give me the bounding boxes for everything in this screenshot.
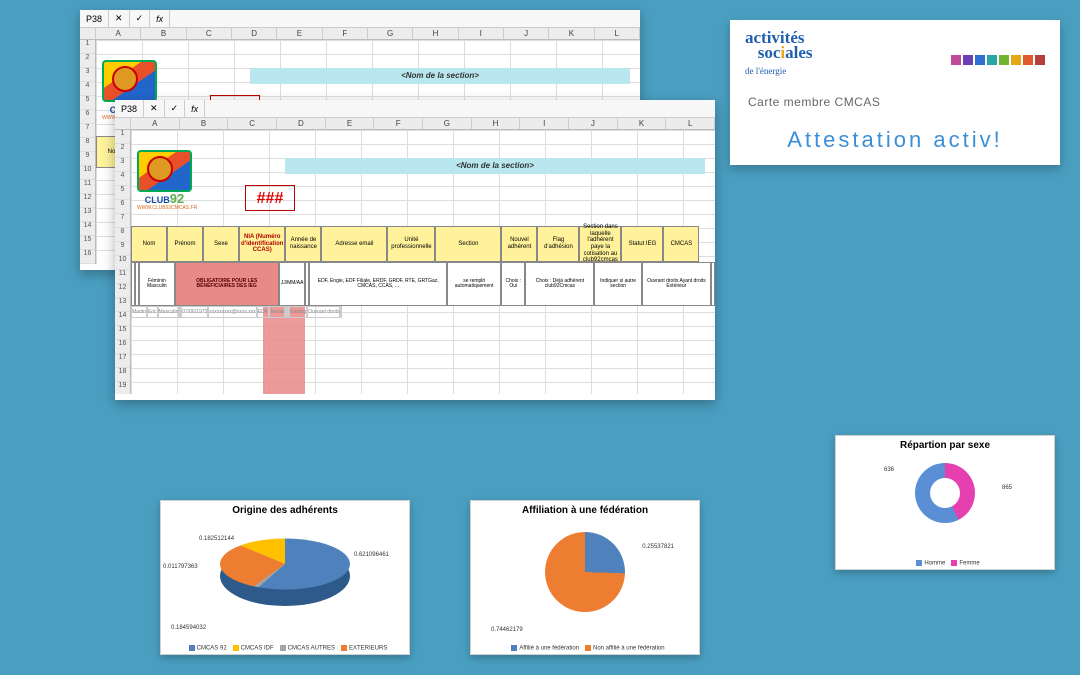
formula-bar[interactable]: P38 ✕ ✓ fx xyxy=(115,100,715,118)
section-title-banner: <Nom de la section> xyxy=(250,68,630,84)
club92-logo: CLUB92 WWW.CLUB92CMCAS.FR xyxy=(137,150,192,205)
table-cell: Ouvrant droits xyxy=(307,306,340,318)
table-subheaders: Féminin MasculinOBLIGATOIRE POUR LES BÉN… xyxy=(131,262,715,306)
table-header-cell: CMCAS xyxy=(663,226,699,262)
cancel-icon[interactable]: ✕ xyxy=(109,10,130,27)
confirm-icon[interactable]: ✓ xyxy=(130,10,151,27)
table-cell: Martin xyxy=(131,306,147,318)
table-header-cell: Adresse email xyxy=(321,226,387,262)
table-subheader-cell: OBLIGATOIRE POUR LES BÉNÉFICIAIRES DES I… xyxy=(175,262,279,306)
chart-legend: HommeFemme xyxy=(836,560,1054,567)
spreadsheet-window-front: P38 ✕ ✓ fx ABCDEFGHIJKL 1234567891011121… xyxy=(115,100,715,400)
color-squares-icon xyxy=(951,55,1045,65)
chart-legend: CMCAS 92CMCAS IDFCMCAS AUTRESEXTERIEURS xyxy=(161,645,409,652)
hash-placeholder: ### xyxy=(245,185,295,211)
table-subheader-cell: se remplit automatiquement xyxy=(447,262,501,306)
table-subheader-cell: Choix : Oui xyxy=(501,262,525,306)
card-title: Attestation activ! xyxy=(730,127,1060,153)
table-header-cell: NIA (Numéro d'identification CCAS) xyxy=(239,226,285,262)
chart-legend: Affilié à une fédérationNon affilié à un… xyxy=(471,645,699,652)
row-numbers[interactable]: 12345678910111213141516171819202122 xyxy=(115,130,131,394)
row-numbers[interactable]: 12345678910111213141516171819202122 xyxy=(80,40,96,264)
column-letters[interactable]: ABCDEFGHIJKL xyxy=(115,118,715,130)
chart-origine-adherents: Origine des adhérents 0.621096461 0.1825… xyxy=(160,500,410,655)
cancel-icon[interactable]: ✕ xyxy=(144,100,165,117)
column-letters[interactable]: ABCDEFGHIJKL xyxy=(80,28,640,40)
table-cell: EDF xyxy=(257,306,269,318)
table-header-cell: Année de naissance xyxy=(285,226,321,262)
table-header-cell: Sexe xyxy=(203,226,239,262)
cell-ref-box[interactable]: P38 xyxy=(115,100,144,117)
table-header-cell: Nouvel adhérent xyxy=(501,226,537,262)
chart-repartition-sexe: Répartion par sexe 636 865 HommeFemme xyxy=(835,435,1055,570)
table-subheader-cell: Féminin Masculin xyxy=(139,262,175,306)
chart-affiliation-federation: Affiliation à une fédération 0.25537821 … xyxy=(470,500,700,655)
card-subtitle: Carte membre CMCAS xyxy=(748,95,880,109)
table-header-cell: Nom xyxy=(131,226,167,262)
table-subheader-cell: Choix : Déjà adhérent club92Cmcas xyxy=(525,262,594,306)
sample-data-row: MartinEricMasculin07/06/1973xxxxxxxxx@xx… xyxy=(131,306,715,318)
table-subheader-cell: Ouvrant droits Ayant droits Extérieur xyxy=(642,262,711,306)
table-header-cell: Unité professionnelle xyxy=(387,226,435,262)
table-cell: Karting xyxy=(289,306,307,318)
table-cell: Masculin xyxy=(158,306,180,318)
table-header-cell: Flag d'adhésion xyxy=(537,226,579,262)
table-header-cell: Section xyxy=(435,226,501,262)
table-cell xyxy=(340,306,342,318)
table-subheader-cell: EDF, Engie, EDF Filiale, ERDF, GRDF, RTE… xyxy=(309,262,447,306)
fx-icon[interactable]: fx xyxy=(185,100,205,117)
table-cell: Tennis xyxy=(269,306,285,318)
cell-ref-box[interactable]: P38 xyxy=(80,10,109,27)
table-cell: Eric xyxy=(147,306,158,318)
nia-required-column xyxy=(263,306,305,394)
table-subheader-cell: Indiquer si autre section xyxy=(594,262,641,306)
table-subheader-cell xyxy=(711,262,715,306)
table-header-cell: Prénom xyxy=(167,226,203,262)
table-header-cell: Statut IEG xyxy=(621,226,663,262)
confirm-icon[interactable]: ✓ xyxy=(165,100,186,117)
fx-icon[interactable]: fx xyxy=(150,10,170,27)
table-cell: 07/06/1973 xyxy=(181,306,208,318)
formula-bar[interactable]: P38 ✕ ✓ fx xyxy=(80,10,640,28)
pie3d-icon xyxy=(220,534,350,614)
section-title-banner: <Nom de la section> xyxy=(285,158,705,174)
table-cell: xxxxxxxxx@xxxx.xxx xyxy=(208,306,256,318)
activites-sociales-logo: activités sociales de l'énergie xyxy=(745,30,813,76)
donut-icon xyxy=(915,463,975,523)
membership-card: activités sociales de l'énergie Carte me… xyxy=(730,20,1060,165)
table-header-cell: Section dans laquelle l'adhérent paye la… xyxy=(579,226,621,262)
table-subheader-cell: JJ/MM/AA xyxy=(279,262,306,306)
table-headers: NomPrénomSexeNIA (Numéro d'identificatio… xyxy=(131,226,715,262)
pie-icon xyxy=(545,532,625,612)
